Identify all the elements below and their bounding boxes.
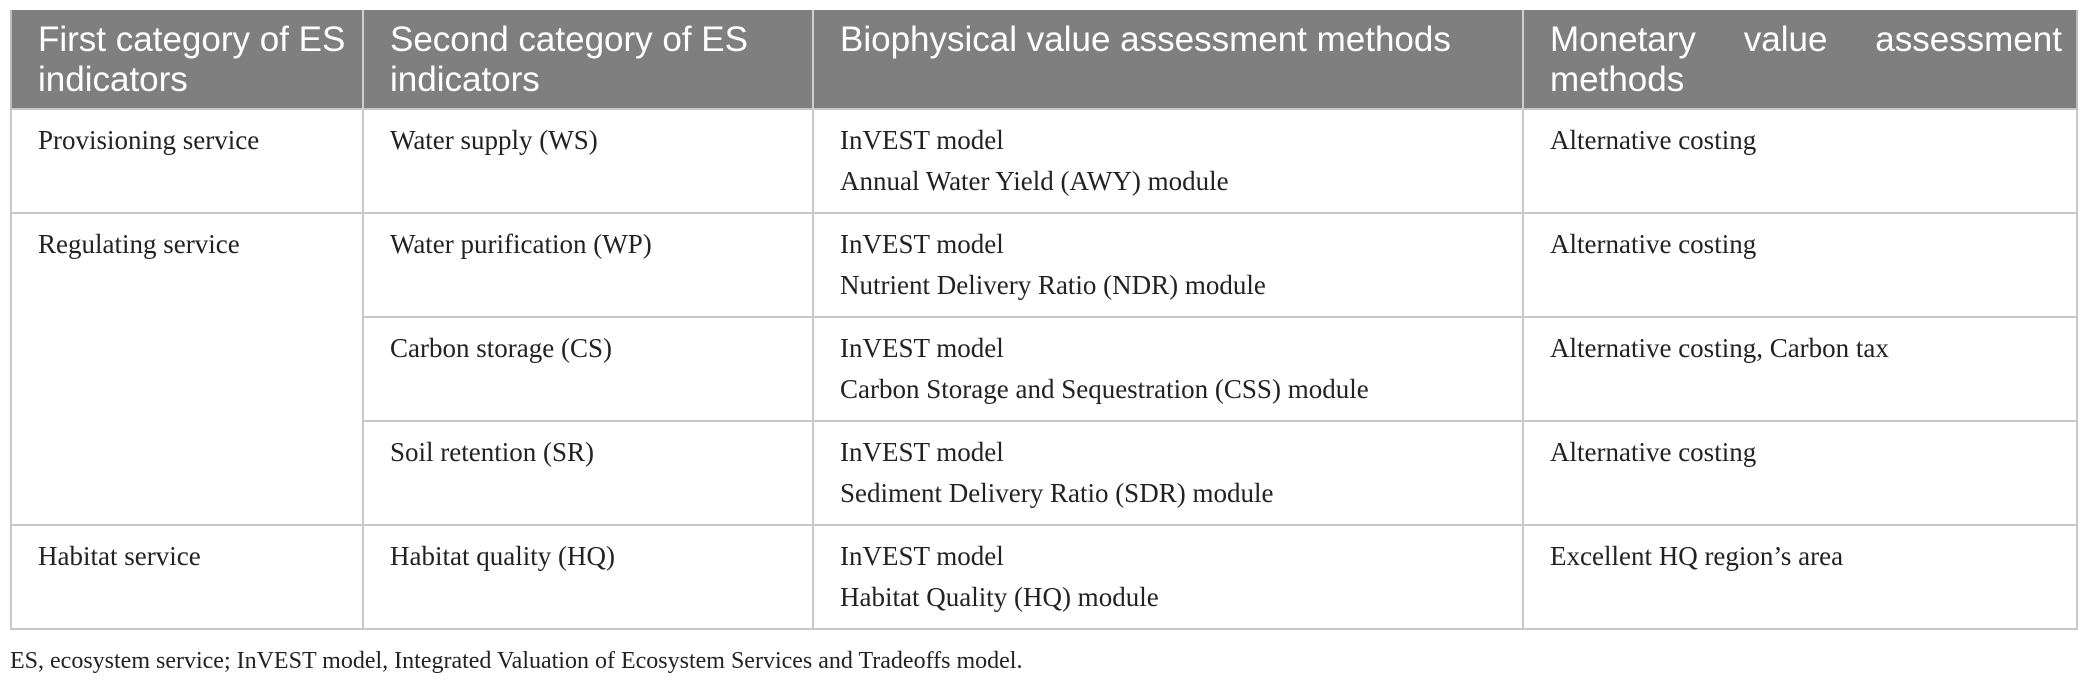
- table-row: Regulating service Water purification (W…: [10, 212, 2078, 526]
- biophysical-cell: InVEST model Annual Water Yield (AWY) mo…: [812, 108, 1524, 214]
- biophysical-cell: InVEST model Nutrient Delivery Ratio (ND…: [812, 212, 1524, 318]
- table-row: Provisioning service Water supply (WS) I…: [10, 108, 2078, 214]
- es-methods-table: First category of ES indicators Second c…: [10, 10, 2078, 630]
- biophysical-module: Habitat Quality (HQ) module: [840, 582, 1159, 612]
- biophysical-model: InVEST model: [840, 125, 1004, 155]
- biophysical-module: Carbon Storage and Sequestration (CSS) m…: [840, 374, 1369, 404]
- biophysical-model: InVEST model: [840, 541, 1004, 571]
- monetary-cell: Alternative costing: [1522, 108, 2078, 214]
- biophysical-model: InVEST model: [840, 437, 1004, 467]
- biophysical-cell: InVEST model Carbon Storage and Sequestr…: [812, 316, 1524, 422]
- second-category-cell: Water supply (WS): [362, 108, 814, 214]
- table-row: Carbon storage (CS) InVEST model Carbon …: [11, 316, 2078, 422]
- monetary-cell: Excellent HQ region’s area: [1522, 524, 2078, 630]
- header-second-category: Second category of ES indicators: [362, 10, 814, 109]
- biophysical-cell: InVEST model Sediment Delivery Ratio (SD…: [812, 420, 1524, 526]
- table-row: Habitat service Habitat quality (HQ) InV…: [10, 524, 2078, 630]
- header-row: First category of ES indicators Second c…: [10, 10, 2078, 109]
- table-header: First category of ES indicators Second c…: [10, 10, 2078, 109]
- header-first-category: First category of ES indicators: [10, 10, 364, 109]
- biophysical-module: Nutrient Delivery Ratio (NDR) module: [840, 270, 1266, 300]
- monetary-cell: Alternative costing: [1522, 420, 2078, 526]
- biophysical-cell: InVEST model Habitat Quality (HQ) module: [812, 524, 1524, 630]
- first-category-cell: Habitat service: [10, 524, 364, 630]
- table-body: Provisioning service Water supply (WS) I…: [10, 108, 2078, 630]
- second-category-cell: Habitat quality (HQ): [362, 524, 814, 630]
- first-category-cell: Provisioning service: [10, 108, 364, 214]
- header-biophysical-methods: Biophysical value assessment methods: [812, 10, 1524, 109]
- biophysical-module: Annual Water Yield (AWY) module: [840, 166, 1229, 196]
- second-category-cell: Soil retention (SR): [362, 420, 814, 526]
- second-category-cell: Water purification (WP): [362, 212, 814, 318]
- monetary-cell: Alternative costing: [1522, 212, 2078, 318]
- header-monetary-methods: Monetary value assessment methods: [1522, 10, 2078, 109]
- table-footnote: ES, ecosystem service; InVEST model, Int…: [10, 648, 1023, 674]
- second-category-cell: Carbon storage (CS): [362, 316, 814, 422]
- biophysical-module: Sediment Delivery Ratio (SDR) module: [840, 478, 1274, 508]
- table-row: Soil retention (SR) InVEST model Sedimen…: [11, 420, 2078, 526]
- biophysical-model: InVEST model: [840, 333, 1004, 363]
- biophysical-model: InVEST model: [840, 229, 1004, 259]
- monetary-cell: Alternative costing, Carbon tax: [1522, 316, 2078, 422]
- first-category-cell: Regulating service: [10, 212, 364, 526]
